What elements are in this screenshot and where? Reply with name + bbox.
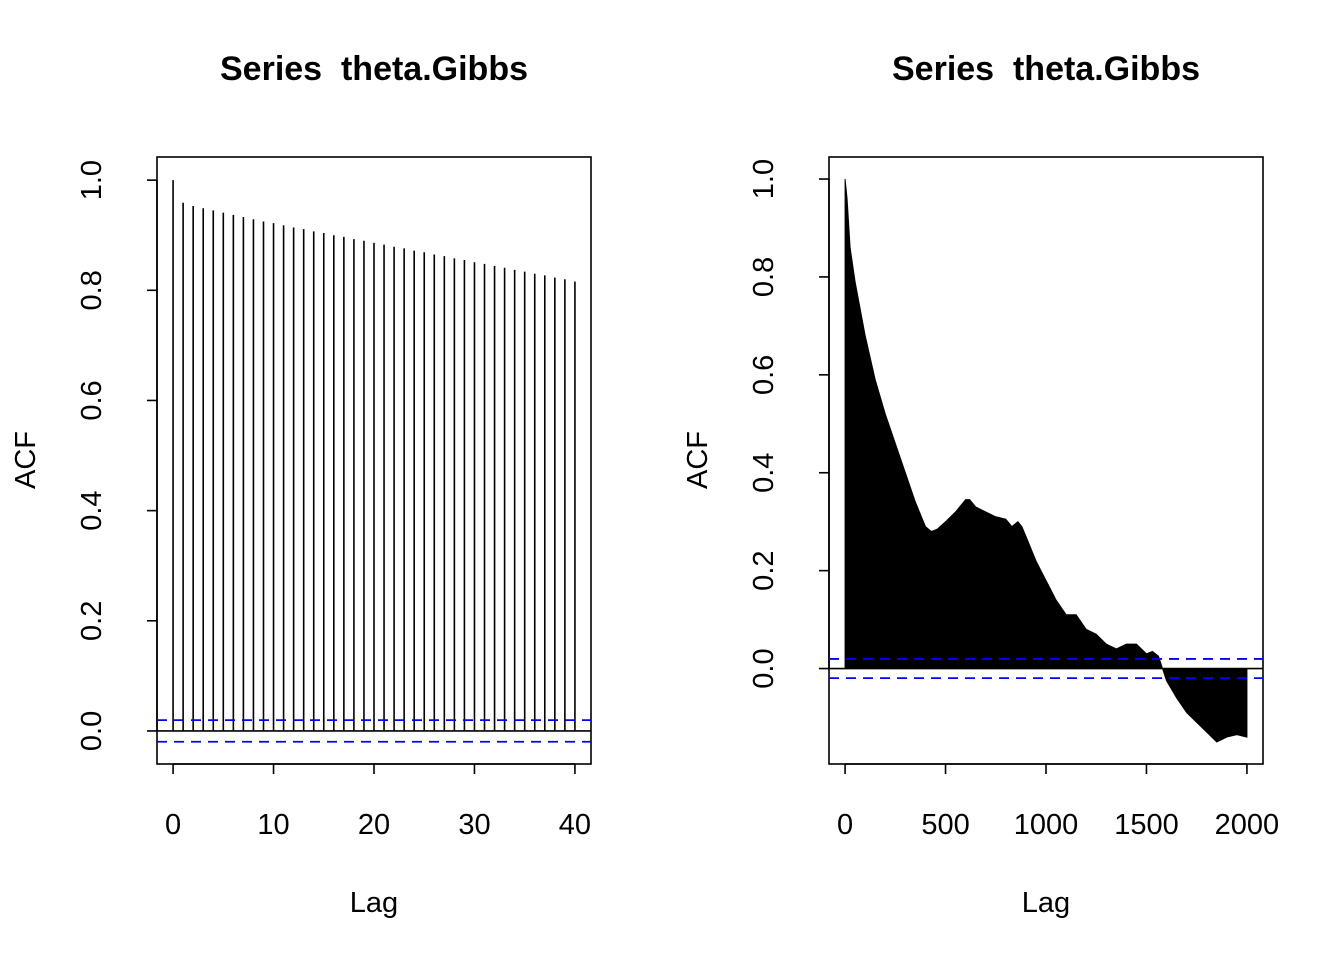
x-axis-left: 0 10 20 30 40 bbox=[165, 763, 591, 841]
x-tick-label: 20 bbox=[358, 809, 390, 841]
y-axis-right: 0.0 0.2 0.4 0.6 0.8 1.0 bbox=[748, 159, 830, 689]
x-tick-label: 40 bbox=[559, 809, 591, 841]
acf-panel-left: Series theta.Gibbs 0.0 0.2 0.4 0.6 0.8 1.0 0 1… bbox=[10, 50, 592, 919]
y-tick-label: 0.0 bbox=[748, 648, 780, 688]
x-tick-label: 500 bbox=[921, 809, 969, 841]
x-tick-label: 0 bbox=[837, 809, 853, 841]
chart-title-left: Series theta.Gibbs bbox=[220, 50, 528, 88]
y-tick-label: 0.4 bbox=[76, 490, 108, 530]
x-tick-label: 10 bbox=[257, 809, 289, 841]
acf-filled-area bbox=[844, 178, 1248, 743]
y-tick-label: 0.8 bbox=[76, 270, 108, 310]
y-tick-label: 0.2 bbox=[76, 601, 108, 641]
x-tick-label: 2000 bbox=[1215, 809, 1280, 841]
y-tick-label: 0.6 bbox=[748, 355, 780, 395]
y-axis-title-right: ACF bbox=[682, 431, 714, 489]
y-tick-label: 0.6 bbox=[76, 380, 108, 420]
x-tick-label: 1500 bbox=[1114, 809, 1179, 841]
y-tick-label: 1.0 bbox=[76, 160, 108, 200]
x-tick-label: 0 bbox=[165, 809, 181, 841]
plot-marks-right bbox=[829, 178, 1263, 743]
y-tick-label: 0.2 bbox=[748, 550, 780, 590]
y-axis-title-left: ACF bbox=[10, 431, 42, 489]
y-tick-label: 0.8 bbox=[748, 257, 780, 297]
y-tick-label: 0.4 bbox=[748, 453, 780, 493]
x-tick-label: 30 bbox=[458, 809, 490, 841]
y-tick-label: 0.0 bbox=[76, 711, 108, 751]
x-axis-title-left: Lag bbox=[350, 887, 398, 919]
y-axis-left: 0.0 0.2 0.4 0.6 0.8 1.0 bbox=[76, 160, 158, 751]
x-axis-title-right: Lag bbox=[1022, 887, 1070, 919]
x-tick-label: 1000 bbox=[1014, 809, 1079, 841]
chart-title-right: Series theta.Gibbs bbox=[892, 50, 1200, 88]
plot-marks-left bbox=[157, 180, 591, 743]
acf-panel-right: Series theta.Gibbs 0.0 0.2 0.4 0.6 0.8 1.0 0 5… bbox=[682, 50, 1279, 919]
x-axis-right: 0 500 1000 1500 2000 bbox=[837, 763, 1280, 841]
y-tick-label: 1.0 bbox=[748, 159, 780, 199]
